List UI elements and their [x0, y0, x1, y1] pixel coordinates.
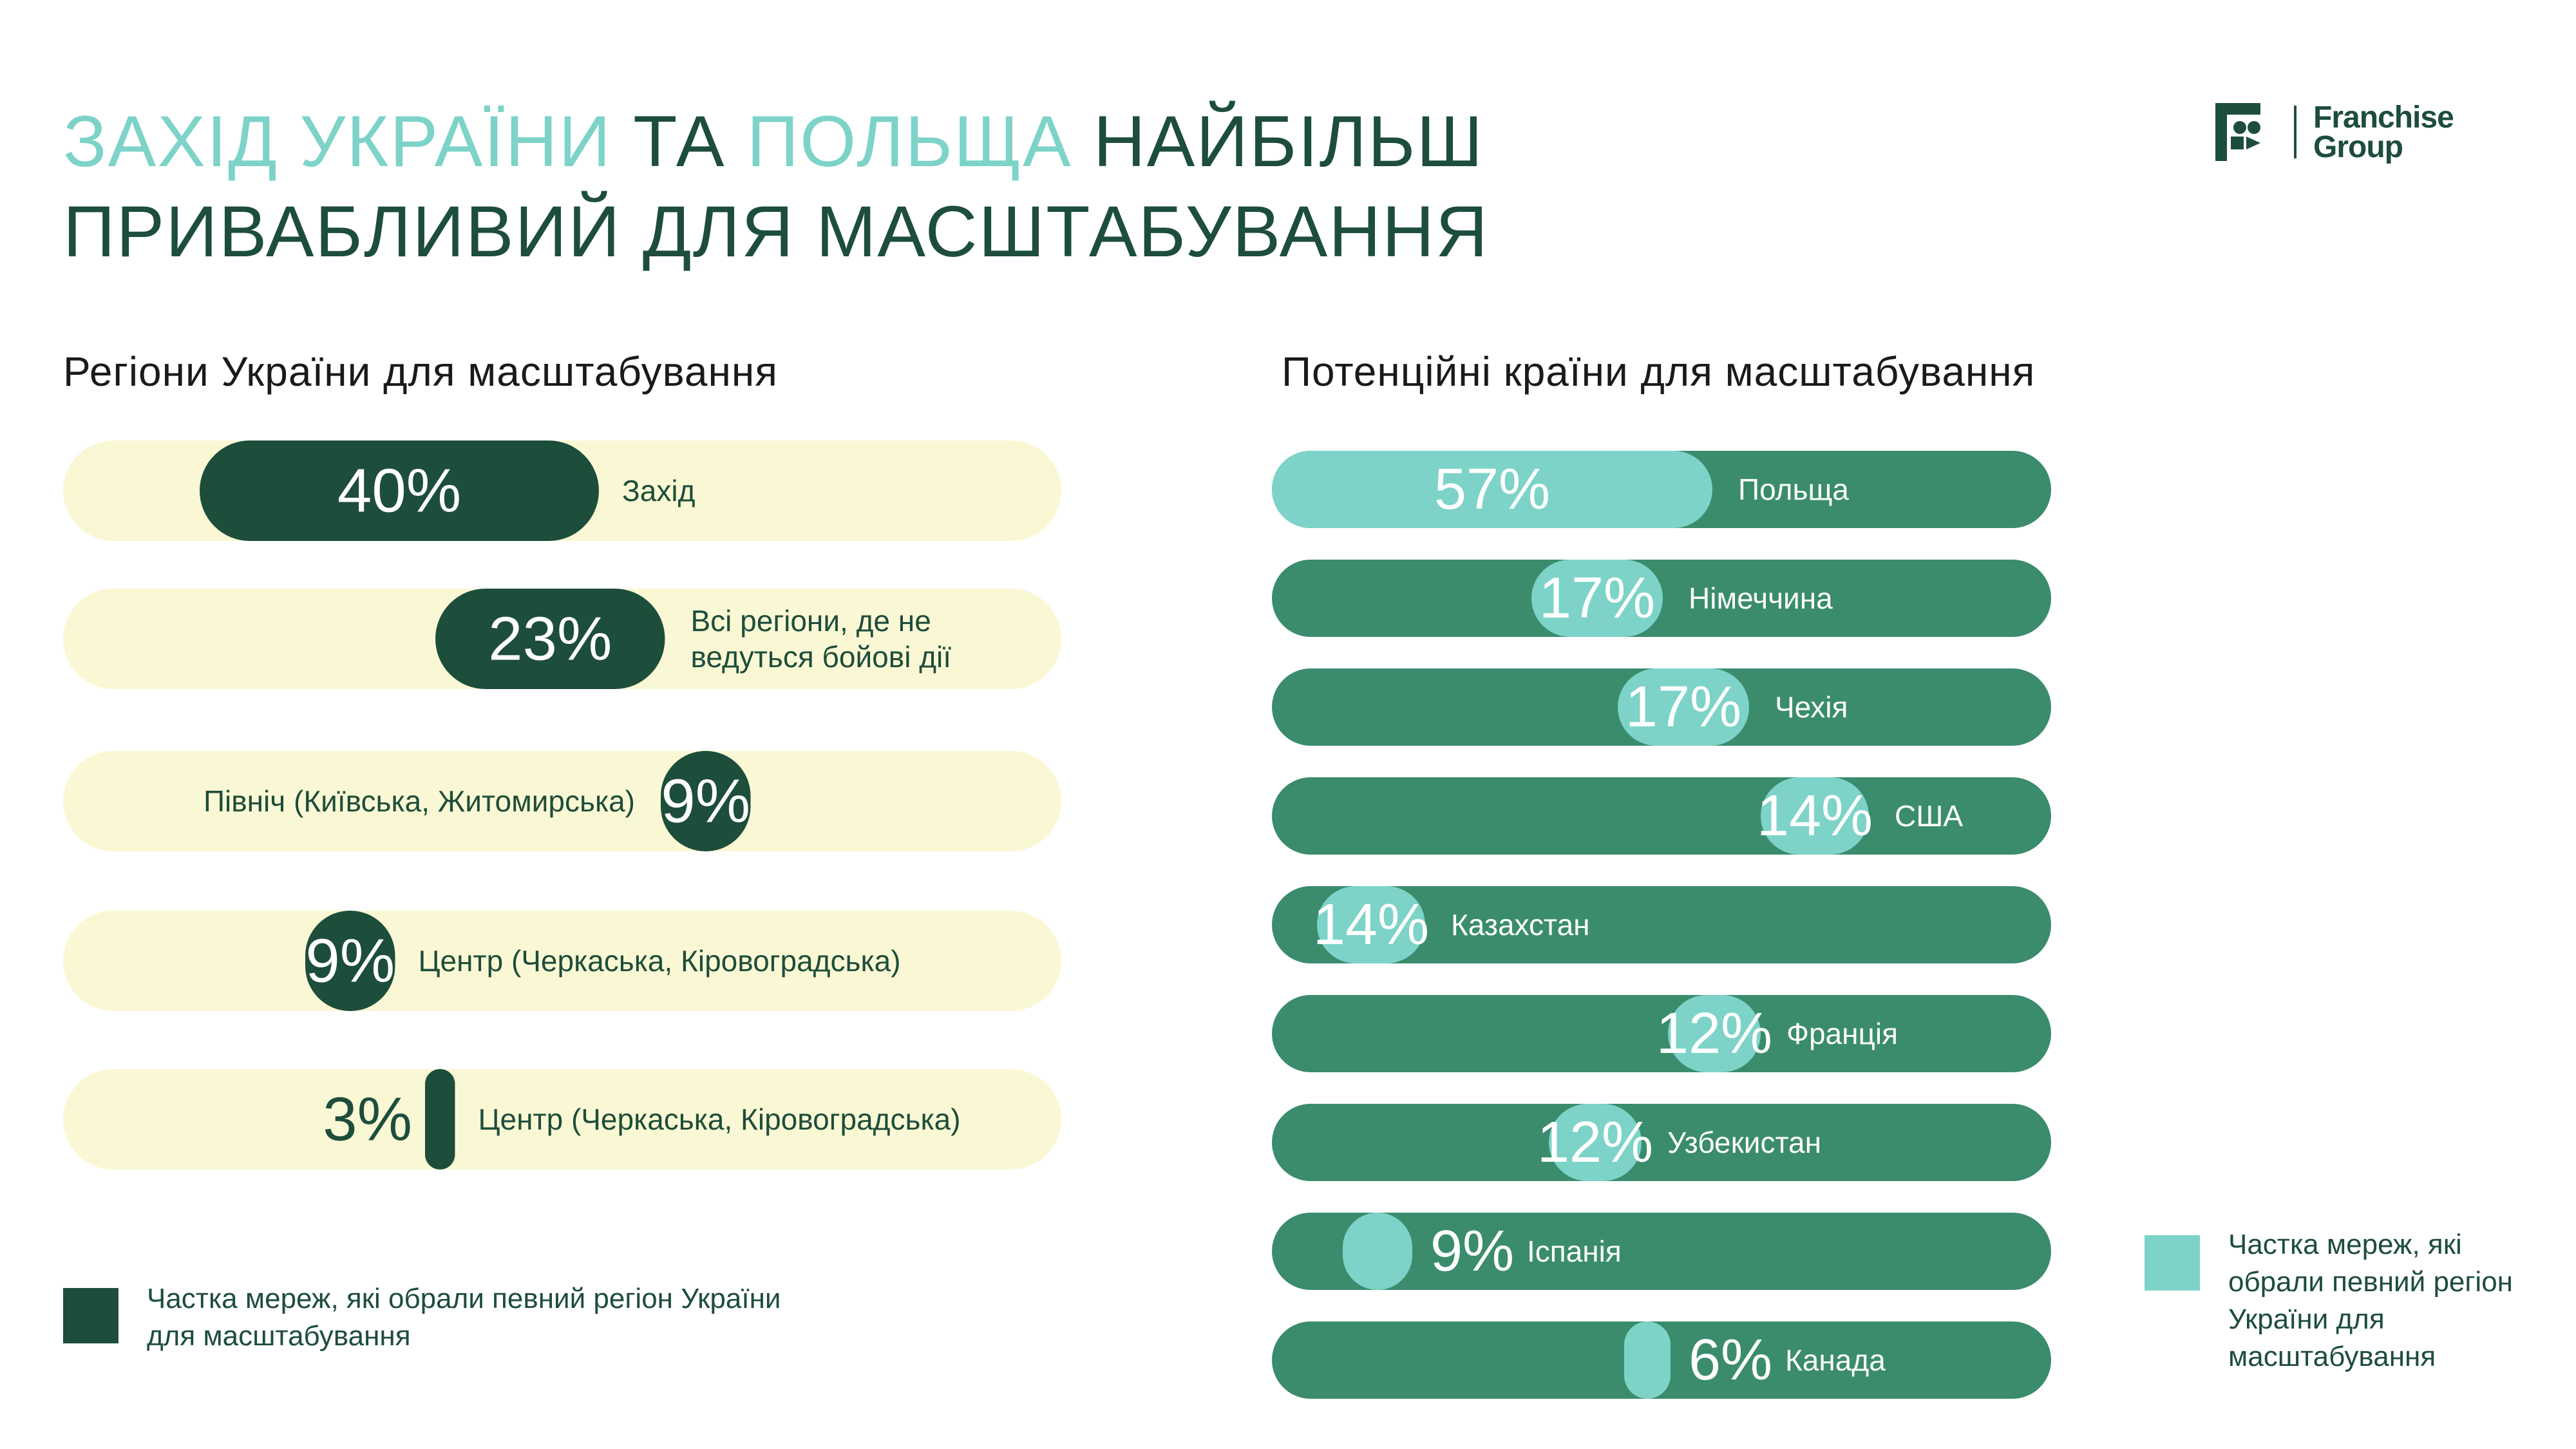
country-track-4 [1272, 886, 2051, 963]
country-category-label-7: Іспанія [1527, 1235, 1622, 1268]
region-track-4 [63, 1069, 1061, 1170]
country-value-label-2: 17% [1625, 675, 1741, 739]
country-value-label-8: 6% [1689, 1328, 1772, 1392]
region-bar-1 [435, 589, 665, 689]
country-category-label-5: Франція [1786, 1017, 1898, 1050]
country-bar-8 [1624, 1321, 1671, 1399]
region-category-label-3: Центр (Черкаська, Кіровоградська) [419, 944, 901, 978]
country-value-label-4: 14% [1313, 893, 1429, 957]
country-track-5 [1272, 995, 2051, 1072]
region-bar-3 [305, 911, 395, 1011]
legend-text-countries: Частка мереж, які обрали певний регіон У… [2228, 1229, 2513, 1372]
title-connector: ТА [611, 101, 747, 182]
logo-text-line1: Franchise [2313, 100, 2454, 135]
country-value-label-1: 17% [1539, 566, 1655, 630]
country-category-label-8: Канада [1785, 1343, 1886, 1377]
region-value-label-0: 40% [337, 457, 461, 526]
title-most: НАЙБІЛЬШ [1072, 101, 1484, 182]
franchise-group-logo-icon [2215, 103, 2260, 161]
country-value-label-0: 57% [1434, 457, 1550, 522]
country-value-label-6: 12% [1537, 1110, 1653, 1175]
region-category-label-1: Всі регіони, де не ведуться бойові дії [691, 604, 952, 674]
country-category-label-3: США [1895, 799, 1963, 833]
country-category-label-0: Польща [1738, 473, 1849, 506]
country-category-label-6: Узбекистан [1667, 1126, 1821, 1159]
region-value-label-4: 3% [323, 1085, 412, 1154]
chart-title-regions: Регіони України для масштабування [63, 348, 778, 395]
region-category-label-2: Північ (Київська, Житомирська) [204, 784, 635, 818]
country-track-6 [1272, 1104, 2051, 1181]
title-line-1: ЗАХІД УКРАЇНИ ТА ПОЛЬЩА НАЙБІЛЬШ [63, 97, 1489, 187]
region-bar-2 [661, 751, 751, 851]
legend-swatch-regions [63, 1288, 118, 1343]
region-value-label-3: 9% [305, 927, 395, 996]
logo-text: Franchise Group [2313, 100, 2481, 164]
legend-text-regions: Частка мереж, які обрали певний регіон У… [147, 1283, 781, 1352]
country-bar-6 [1549, 1104, 1642, 1181]
country-bar-4 [1317, 886, 1425, 963]
region-track-2 [63, 751, 1061, 851]
title-highlight-west: ЗАХІД УКРАЇНИ [63, 101, 612, 182]
country-value-label-5: 12% [1656, 1001, 1772, 1066]
region-category-label-0: Захід [622, 474, 696, 507]
country-category-label-4: Казахстан [1451, 908, 1590, 942]
page-title: ЗАХІД УКРАЇНИ ТА ПОЛЬЩА НАЙБІЛЬШ ПРИВАБЛ… [63, 97, 1489, 277]
title-line-2: ПРИВАБЛИВИЙ ДЛЯ МАСШТАБУВАННЯ [63, 191, 1489, 272]
country-category-label-2: Чехія [1775, 690, 1848, 724]
logo-text-line2: Group [2313, 130, 2403, 164]
region-bar-4 [425, 1069, 455, 1170]
country-bar-2 [1618, 668, 1749, 746]
country-bar-0 [1272, 451, 1712, 528]
title-highlight-poland: ПОЛЬЩА [746, 101, 1072, 182]
country-bar-1 [1531, 560, 1663, 637]
country-category-label-1: Німеччина [1689, 582, 1833, 615]
country-track-7 [1272, 1213, 2051, 1290]
country-value-label-3: 14% [1757, 784, 1873, 848]
region-value-label-2: 9% [661, 767, 750, 836]
country-bar-7 [1343, 1213, 1412, 1290]
region-bar-0 [200, 440, 599, 541]
logo-divider [2294, 106, 2297, 158]
legend-swatch-countries [2145, 1235, 2200, 1291]
region-value-label-1: 23% [488, 605, 612, 674]
country-bar-5 [1668, 995, 1761, 1072]
country-bar-3 [1761, 777, 1869, 855]
chart-title-countries: Потенційні країни для масштабування [1282, 348, 2036, 395]
country-value-label-7: 9% [1430, 1219, 1514, 1283]
region-category-label-4: Центр (Черкаська, Кіровоградська) [478, 1103, 961, 1136]
